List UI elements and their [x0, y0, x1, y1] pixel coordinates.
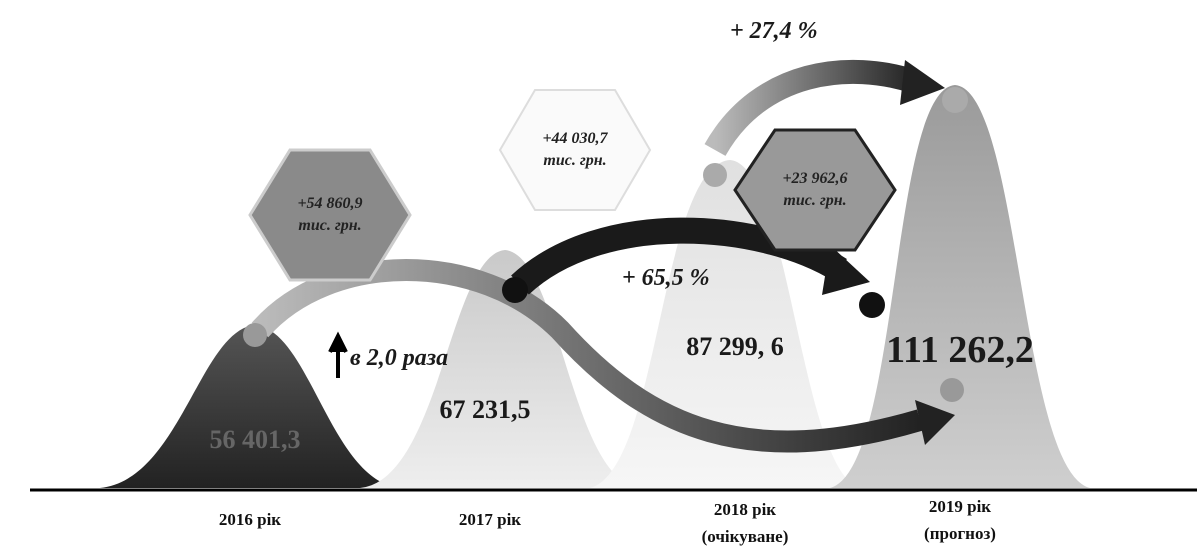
year-value: 67 231,5	[440, 395, 531, 424]
up-arrow	[330, 336, 346, 378]
year-value: 111 262,2	[886, 329, 1034, 371]
growth-percent: + 65,5 %	[622, 265, 710, 291]
increment-amount: +44 030,7	[542, 130, 608, 147]
year-value: 87 299, 6	[686, 332, 784, 361]
dot	[940, 378, 964, 402]
growth-ratio: в 2,0 раза	[350, 345, 448, 371]
increment-unit: тис. грн.	[543, 152, 606, 169]
increment-unit: тис. грн.	[298, 217, 361, 234]
increment-unit: тис. грн.	[783, 192, 846, 209]
year-value: 56 401,3	[210, 425, 301, 454]
increment-amount: +23 962,6	[782, 170, 847, 187]
dot	[243, 323, 267, 347]
year-label: 2017 рік	[459, 510, 521, 529]
year-label: 2018 рік	[714, 500, 776, 519]
year-label: 2016 рік	[219, 510, 281, 529]
year-note: (очікуване)	[702, 527, 789, 546]
infographic: +54 860,9 тис. грн. +44 030,7 тис. грн. …	[0, 0, 1197, 551]
arrowhead	[822, 245, 870, 295]
dot	[502, 277, 528, 303]
dot	[942, 87, 968, 113]
year-label: 2019 рік	[929, 497, 991, 516]
hexagon	[500, 90, 650, 210]
dot	[859, 292, 885, 318]
dot	[703, 163, 727, 187]
year-note: (прогноз)	[924, 524, 996, 543]
increment-amount: +54 860,9	[297, 195, 362, 212]
growth-percent: + 27,4 %	[730, 18, 818, 44]
